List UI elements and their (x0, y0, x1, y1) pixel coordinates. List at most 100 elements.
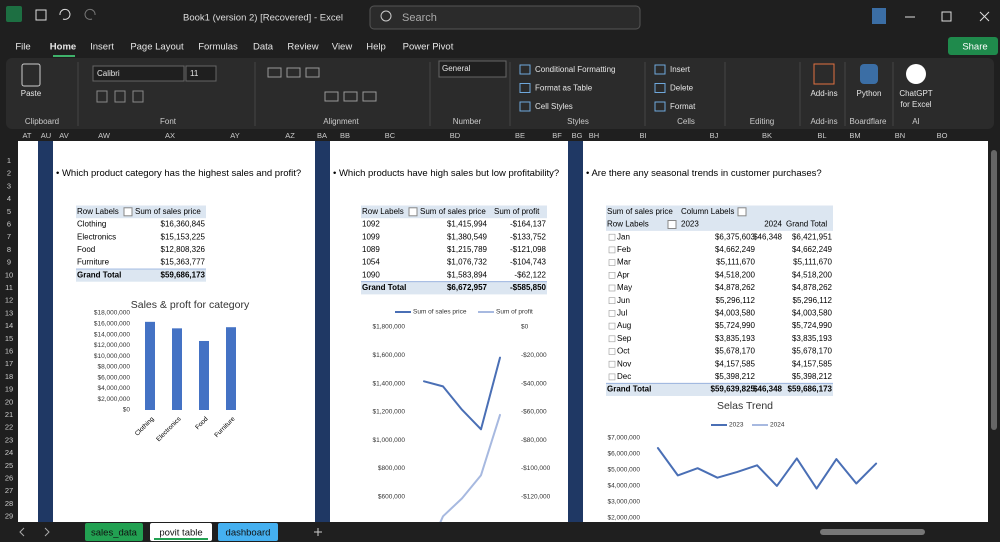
expand-button[interactable] (609, 285, 615, 291)
menu-item[interactable]: Formulas (198, 42, 238, 53)
python-button[interactable]: Python (857, 89, 882, 98)
font-name[interactable]: Calibri (97, 69, 120, 78)
row-header[interactable]: 27 (5, 486, 13, 495)
row-header[interactable]: 7 (7, 232, 11, 241)
addins-button[interactable]: Add-ins (810, 89, 837, 98)
row-header[interactable]: 29 (5, 512, 13, 521)
menu-item[interactable]: Data (253, 42, 274, 53)
expand-button[interactable] (609, 349, 615, 355)
menu-item[interactable]: Review (287, 42, 318, 53)
expand-button[interactable] (609, 247, 615, 253)
row-header[interactable]: 24 (5, 448, 13, 457)
row-header[interactable]: 13 (5, 308, 13, 317)
expand-button[interactable] (609, 336, 615, 342)
python-icon[interactable] (860, 64, 878, 84)
expand-button[interactable] (609, 323, 615, 329)
column-header[interactable]: BI (639, 131, 646, 140)
column-header[interactable]: BM (849, 131, 860, 140)
column-header[interactable]: BB (340, 131, 350, 140)
legend-label[interactable]: Sum of sales price (413, 309, 467, 316)
column-header[interactable]: BA (317, 131, 327, 140)
column-header[interactable]: BO (937, 131, 948, 140)
cells-button[interactable]: Format (670, 102, 696, 111)
font-size[interactable]: 11 (190, 69, 199, 78)
row-header[interactable]: 16 (5, 346, 13, 355)
expand-button[interactable] (609, 234, 615, 240)
scroll-thumb[interactable] (991, 150, 997, 430)
column-header[interactable]: BL (817, 131, 826, 140)
styles-button[interactable]: Conditional Formatting (535, 65, 615, 74)
menu-item[interactable]: Page Layout (130, 42, 184, 53)
menu-item[interactable]: File (15, 42, 30, 53)
expand-button[interactable] (609, 310, 615, 316)
chatgpt-button[interactable]: for Excel (900, 100, 931, 109)
row-header[interactable]: 6 (7, 219, 11, 228)
row-header[interactable]: 23 (5, 435, 13, 444)
column-header[interactable]: AW (98, 131, 111, 140)
chatgpt-icon[interactable] (906, 64, 926, 84)
cells-button[interactable]: Insert (670, 65, 691, 74)
styles-button[interactable]: Cell Styles (535, 102, 573, 111)
styles-button[interactable]: Format as Table (535, 84, 593, 93)
expand-button[interactable] (609, 361, 615, 367)
row-header[interactable]: 28 (5, 499, 13, 508)
column-header[interactable]: AY (230, 131, 239, 140)
row-header[interactable]: 14 (5, 321, 13, 330)
number-format[interactable]: General (442, 64, 471, 73)
menu-item[interactable]: Help (366, 42, 386, 53)
legend-label[interactable]: Sum of profit (496, 309, 533, 316)
menu-item[interactable]: Home (50, 42, 76, 53)
row-header[interactable]: 22 (5, 423, 13, 432)
menu-item[interactable]: View (332, 42, 353, 53)
sheet-tab-label[interactable]: dashboard (226, 528, 271, 539)
column-header[interactable]: BE (515, 131, 525, 140)
row-header[interactable]: 2 (7, 169, 11, 178)
column-header[interactable]: BK (762, 131, 772, 140)
expand-button[interactable] (609, 260, 615, 266)
row-header[interactable]: 18 (5, 372, 13, 381)
row-header[interactable]: 25 (5, 461, 13, 470)
column-header[interactable]: AT (22, 131, 31, 140)
expand-button[interactable] (609, 298, 615, 304)
row-header[interactable]: 3 (7, 181, 11, 190)
row-header[interactable]: 4 (7, 194, 11, 203)
column-header[interactable]: BJ (710, 131, 719, 140)
sheet-tab-label[interactable]: povit table (159, 528, 202, 539)
row-header[interactable]: 10 (5, 270, 13, 279)
column-header[interactable]: BN (895, 131, 905, 140)
column-header[interactable]: AV (59, 131, 68, 140)
expand-button[interactable] (609, 374, 615, 380)
copilot-icon[interactable] (872, 8, 886, 24)
filter-dropdown[interactable] (409, 208, 417, 216)
row-header[interactable]: 20 (5, 397, 13, 406)
share-label[interactable]: Share (962, 42, 987, 53)
column-header[interactable]: BD (450, 131, 461, 140)
column-header[interactable]: AZ (285, 131, 295, 140)
row-header[interactable]: 17 (5, 359, 13, 368)
row-header[interactable]: 5 (7, 207, 11, 216)
row-header[interactable]: 11 (5, 283, 13, 292)
column-header[interactable]: BC (385, 131, 396, 140)
row-header[interactable]: 1 (7, 156, 11, 165)
row-header[interactable]: 9 (7, 258, 11, 267)
menu-item[interactable]: Power Pivot (403, 42, 454, 53)
row-header[interactable]: 8 (7, 245, 11, 254)
legend-label[interactable]: 2024 (770, 422, 785, 429)
row-header[interactable]: 19 (5, 385, 13, 394)
filter-dropdown[interactable] (124, 208, 132, 216)
paste-label[interactable]: Paste (21, 89, 42, 98)
column-header[interactable]: BF (552, 131, 562, 140)
column-header[interactable]: AX (165, 131, 175, 140)
filter-dropdown[interactable] (668, 221, 676, 229)
row-header[interactable]: 21 (5, 410, 13, 419)
row-header[interactable]: 15 (5, 334, 13, 343)
sheet-tab-label[interactable]: sales_data (91, 528, 138, 539)
legend-label[interactable]: 2023 (729, 422, 744, 429)
horizontal-scroll-thumb[interactable] (820, 529, 925, 535)
menu-item[interactable]: Insert (90, 42, 114, 53)
row-header[interactable]: 12 (5, 296, 13, 305)
column-header[interactable]: BG (572, 131, 583, 140)
row-header[interactable]: 26 (5, 473, 13, 482)
expand-button[interactable] (609, 272, 615, 278)
chatgpt-button[interactable]: ChatGPT (899, 89, 932, 98)
